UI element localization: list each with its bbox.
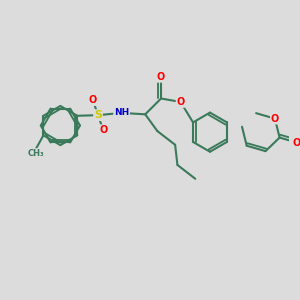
Text: S: S [94, 110, 102, 120]
Text: NH: NH [114, 108, 129, 117]
Text: CH₃: CH₃ [28, 149, 44, 158]
Text: O: O [176, 97, 185, 107]
Text: O: O [292, 137, 300, 148]
Text: O: O [99, 125, 107, 135]
Text: O: O [271, 114, 279, 124]
Text: O: O [89, 95, 97, 105]
Text: O: O [157, 72, 165, 82]
